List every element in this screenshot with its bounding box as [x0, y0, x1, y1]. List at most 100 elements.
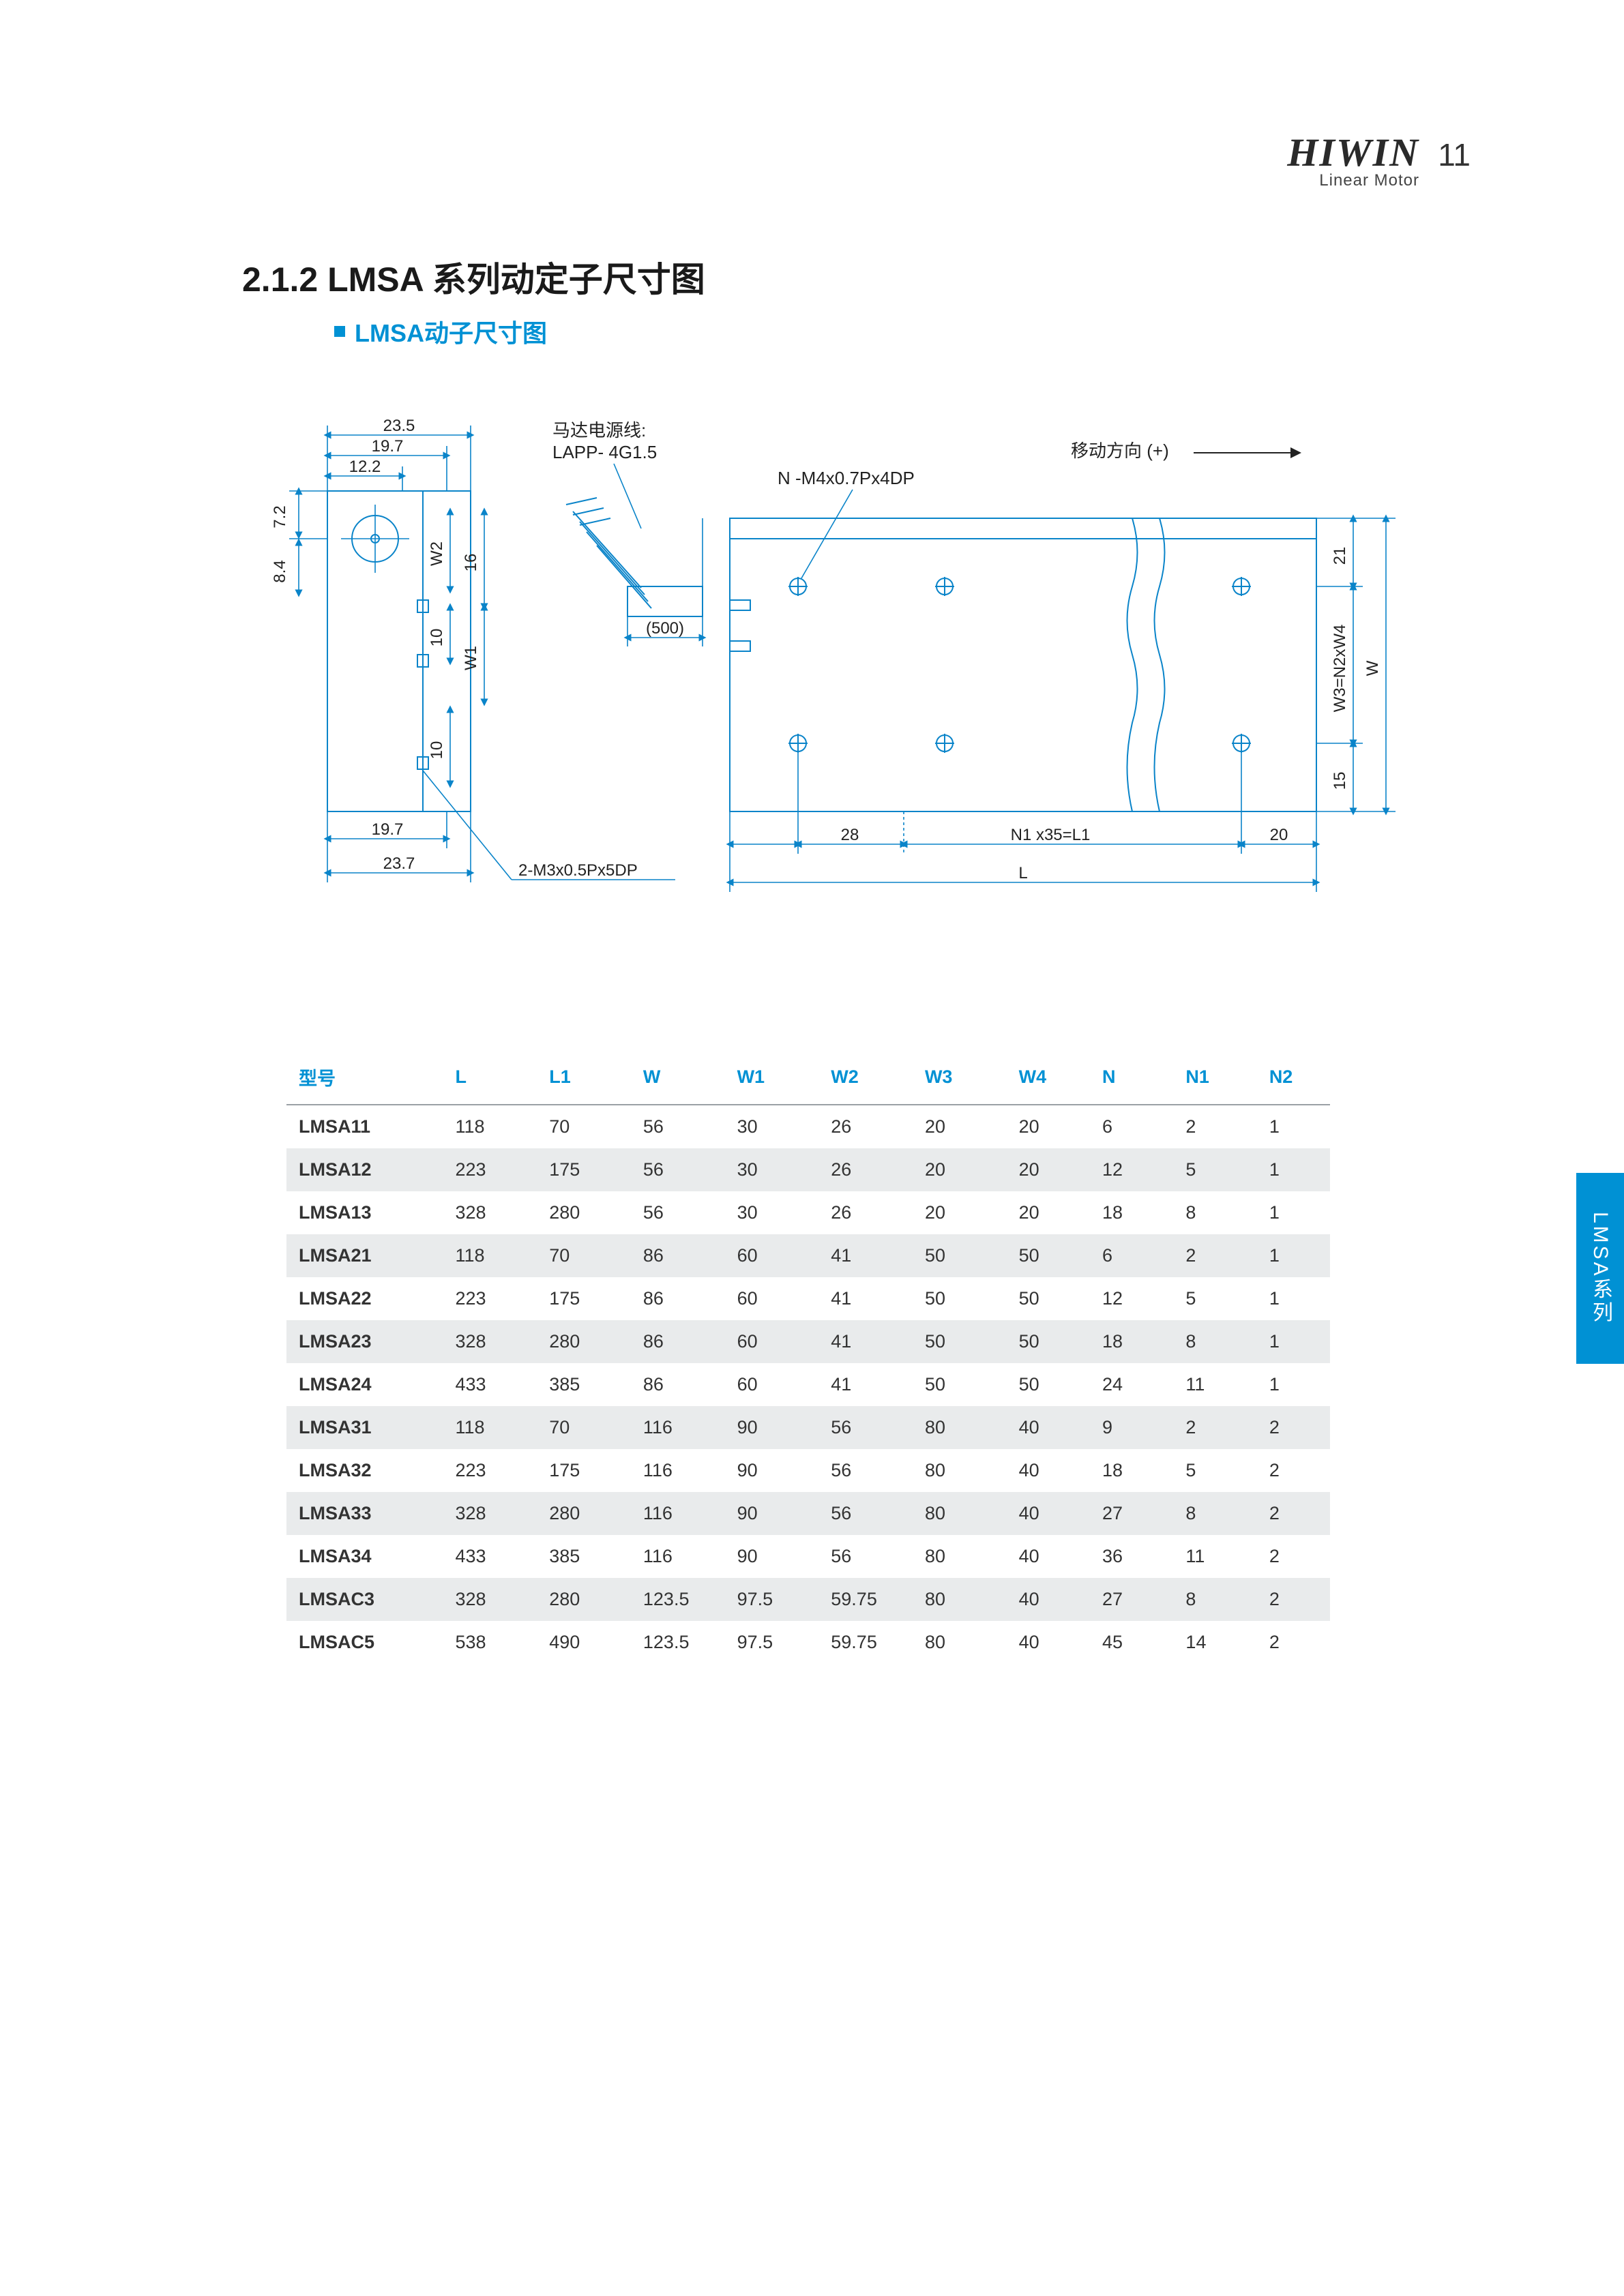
table-cell: 40: [1007, 1492, 1090, 1535]
table-cell: 86: [631, 1363, 725, 1406]
table-cell: LMSA32: [286, 1449, 443, 1492]
table-cell: 1: [1257, 1191, 1330, 1234]
col-header: N2: [1257, 1050, 1330, 1105]
table-cell: LMSA12: [286, 1148, 443, 1191]
table-cell: 6: [1090, 1105, 1173, 1148]
col-header: N1: [1173, 1050, 1256, 1105]
table-cell: 56: [818, 1449, 913, 1492]
cable-label-2: LAPP- 4G1.5: [552, 442, 657, 462]
table-cell: 20: [1007, 1191, 1090, 1234]
table-cell: 41: [818, 1363, 913, 1406]
table-row: LMSA311187011690568040922: [286, 1406, 1330, 1449]
table-cell: 26: [818, 1191, 913, 1234]
table-cell: 14: [1173, 1621, 1256, 1664]
table-cell: 70: [537, 1234, 631, 1277]
table-cell: 328: [443, 1191, 537, 1234]
table-cell: 24: [1090, 1363, 1173, 1406]
subtitle-text: LMSA动子尺寸图: [355, 314, 547, 349]
table-cell: LMSA23: [286, 1320, 443, 1363]
table-row: LMSA1332828056302620201881: [286, 1191, 1330, 1234]
table-cell: 70: [537, 1406, 631, 1449]
table-cell: 26: [818, 1148, 913, 1191]
table-cell: 175: [537, 1277, 631, 1320]
thread-note: N -M4x0.7Px4DP: [778, 468, 915, 488]
table-cell: 30: [725, 1191, 819, 1234]
table-row: LMSAC3328280123.597.559.7580402782: [286, 1578, 1330, 1621]
table-cell: 2: [1257, 1621, 1330, 1664]
section-title: 2.1.2 LMSA 系列动定子尺寸图: [242, 252, 705, 301]
table-cell: 12: [1090, 1277, 1173, 1320]
table-cell: LMSA34: [286, 1535, 443, 1578]
table-cell: 50: [913, 1363, 1007, 1406]
table-cell: 90: [725, 1449, 819, 1492]
col-header: L: [443, 1050, 537, 1105]
table-cell: LMSAC3: [286, 1578, 443, 1621]
table-cell: 8: [1173, 1191, 1256, 1234]
col-header: W1: [725, 1050, 819, 1105]
table-cell: 86: [631, 1320, 725, 1363]
dim-r21: 21: [1331, 547, 1349, 565]
col-header: 型号: [286, 1050, 443, 1105]
table-cell: 11: [1173, 1535, 1256, 1578]
table-cell: 60: [725, 1363, 819, 1406]
table-cell: LMSA21: [286, 1234, 443, 1277]
table-cell: 60: [725, 1277, 819, 1320]
col-header: W3: [913, 1050, 1007, 1105]
table-cell: 20: [913, 1191, 1007, 1234]
brand-logo: HIWIN: [1287, 130, 1419, 175]
table-cell: 56: [631, 1105, 725, 1148]
table-row: LMSA32223175116905680401852: [286, 1449, 1330, 1492]
page-number: 11: [1438, 136, 1471, 173]
table-cell: 118: [443, 1406, 537, 1449]
table-cell: 80: [913, 1621, 1007, 1664]
table-cell: 328: [443, 1578, 537, 1621]
table-cell: 328: [443, 1492, 537, 1535]
table-cell: 90: [725, 1535, 819, 1578]
table-cell: 70: [537, 1105, 631, 1148]
dim-bot-1: 19.7: [372, 820, 404, 839]
dim-16: 16: [462, 554, 480, 572]
table-cell: LMSA31: [286, 1406, 443, 1449]
table-cell: 27: [1090, 1578, 1173, 1621]
table-cell: 90: [725, 1406, 819, 1449]
table-cell: 123.5: [631, 1621, 725, 1664]
dim-n1eq: N1 x35=L1: [1011, 826, 1091, 844]
table-cell: 328: [443, 1320, 537, 1363]
table-cell: 26: [818, 1105, 913, 1148]
table-cell: 18: [1090, 1449, 1173, 1492]
table-cell: 175: [537, 1449, 631, 1492]
table-cell: 86: [631, 1234, 725, 1277]
table-cell: 2: [1257, 1449, 1330, 1492]
table-cell: 8: [1173, 1578, 1256, 1621]
table-row: LMSA2222317586604150501251: [286, 1277, 1330, 1320]
table-cell: 2: [1173, 1406, 1256, 1449]
move-dir-label: 移动方向 (+): [1071, 441, 1169, 461]
table-cell: 385: [537, 1535, 631, 1578]
table-cell: 30: [725, 1148, 819, 1191]
table-cell: 2: [1257, 1578, 1330, 1621]
table-cell: 20: [1007, 1148, 1090, 1191]
table-cell: 18: [1090, 1191, 1173, 1234]
table-row: LMSA24433385866041505024111: [286, 1363, 1330, 1406]
table-cell: 40: [1007, 1535, 1090, 1578]
table-cell: 385: [537, 1363, 631, 1406]
cable-block: 马达电源线: LAPP- 4G1.5 (500): [552, 420, 703, 646]
dim-w1: W1: [462, 646, 480, 670]
table-cell: 27: [1090, 1492, 1173, 1535]
table-cell: 223: [443, 1148, 537, 1191]
bullet-icon: [334, 326, 345, 337]
table-cell: 5: [1173, 1277, 1256, 1320]
page-header: HIWIN Linear Motor: [1287, 130, 1419, 190]
table-cell: 60: [725, 1234, 819, 1277]
table-cell: 280: [537, 1320, 631, 1363]
table-cell: 11: [1173, 1363, 1256, 1406]
cable-label-1: 马达电源线:: [552, 420, 646, 441]
table-cell: 2: [1257, 1406, 1330, 1449]
table-cell: 2: [1173, 1105, 1256, 1148]
table-cell: 59.75: [818, 1578, 913, 1621]
table-cell: 97.5: [725, 1578, 819, 1621]
table-cell: 30: [725, 1105, 819, 1148]
table-cell: 97.5: [725, 1621, 819, 1664]
dim-left-1: 7.2: [271, 505, 289, 528]
table-cell: 50: [1007, 1277, 1090, 1320]
